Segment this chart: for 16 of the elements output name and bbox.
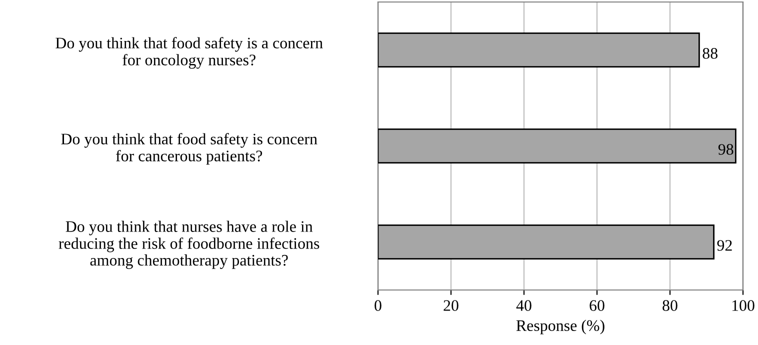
y-tick-label: Do you think that food safety is concern for cancerous patients? bbox=[61, 133, 318, 165]
bar bbox=[378, 128, 736, 164]
x-tick-label: 20 bbox=[444, 300, 458, 311]
x-tick-label: 100 bbox=[732, 300, 754, 311]
x-tick-label: 0 bbox=[374, 300, 382, 311]
x-axis-title: Response (%) bbox=[516, 320, 604, 334]
x-tick-label: 40 bbox=[516, 300, 532, 311]
x-tick-label: 60 bbox=[590, 300, 604, 311]
data-label: 98 bbox=[718, 144, 734, 155]
data-label: 88 bbox=[702, 48, 718, 59]
x-tick-label: 80 bbox=[662, 300, 678, 311]
bar bbox=[378, 32, 700, 68]
y-tick-label: Do you think that nurses have a role in reducing the risk of foodborne infections among chemotherapy patients? bbox=[58, 220, 320, 269]
bar bbox=[378, 224, 714, 260]
data-label: 92 bbox=[717, 240, 732, 251]
y-tick-label: Do you think that food safety is a concern for oncology nurses? bbox=[56, 37, 323, 69]
